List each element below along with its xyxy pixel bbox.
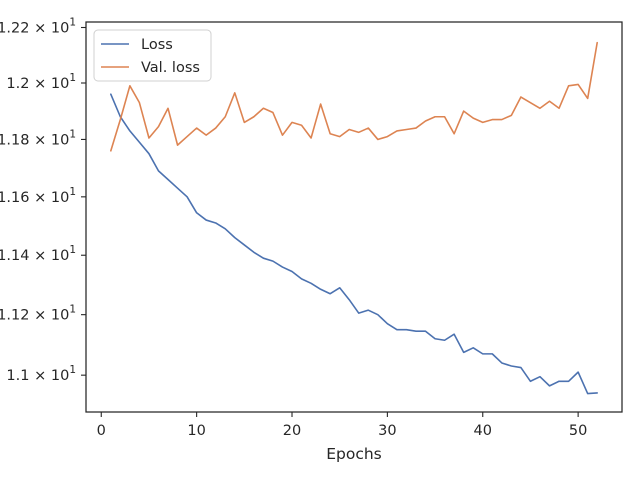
legend-label: Val. loss [141, 60, 200, 76]
y-tick-label: 1.22 × 101 [0, 17, 76, 37]
y-tick-label: 1.16 × 101 [0, 186, 76, 206]
y-tick-label: 1.1 × 101 [6, 364, 76, 384]
x-axis-label: Epochs [326, 445, 382, 463]
legend-label: Loss [141, 37, 173, 53]
series-line-2 [110, 41, 599, 152]
legend-box [93, 29, 212, 82]
x-axis: 0 10 20 30 40 50 [97, 412, 587, 439]
y-tick-label: 1.2 × 101 [6, 72, 76, 92]
y-tick-label: 1.12 × 101 [0, 304, 76, 324]
y-tick-label: 1.18 × 101 [0, 128, 76, 148]
x-tick-label: 50 [569, 423, 587, 439]
series-layer [110, 41, 599, 395]
x-tick-label: 10 [187, 423, 205, 439]
series-line-1 [110, 93, 599, 395]
x-tick-label: 0 [97, 423, 106, 439]
y-axis: 1.1 × 101 1.12 × 101 1.14 × 101 1.16 × 101 1… [0, 17, 86, 384]
y-tick-label: 1.14 × 101 [0, 244, 76, 264]
x-tick-label: 40 [474, 423, 492, 439]
legend: Loss Val. loss [93, 29, 212, 82]
x-tick-label: 20 [283, 423, 301, 439]
x-tick-label: 30 [378, 423, 396, 439]
axes-frame [85, 21, 623, 413]
